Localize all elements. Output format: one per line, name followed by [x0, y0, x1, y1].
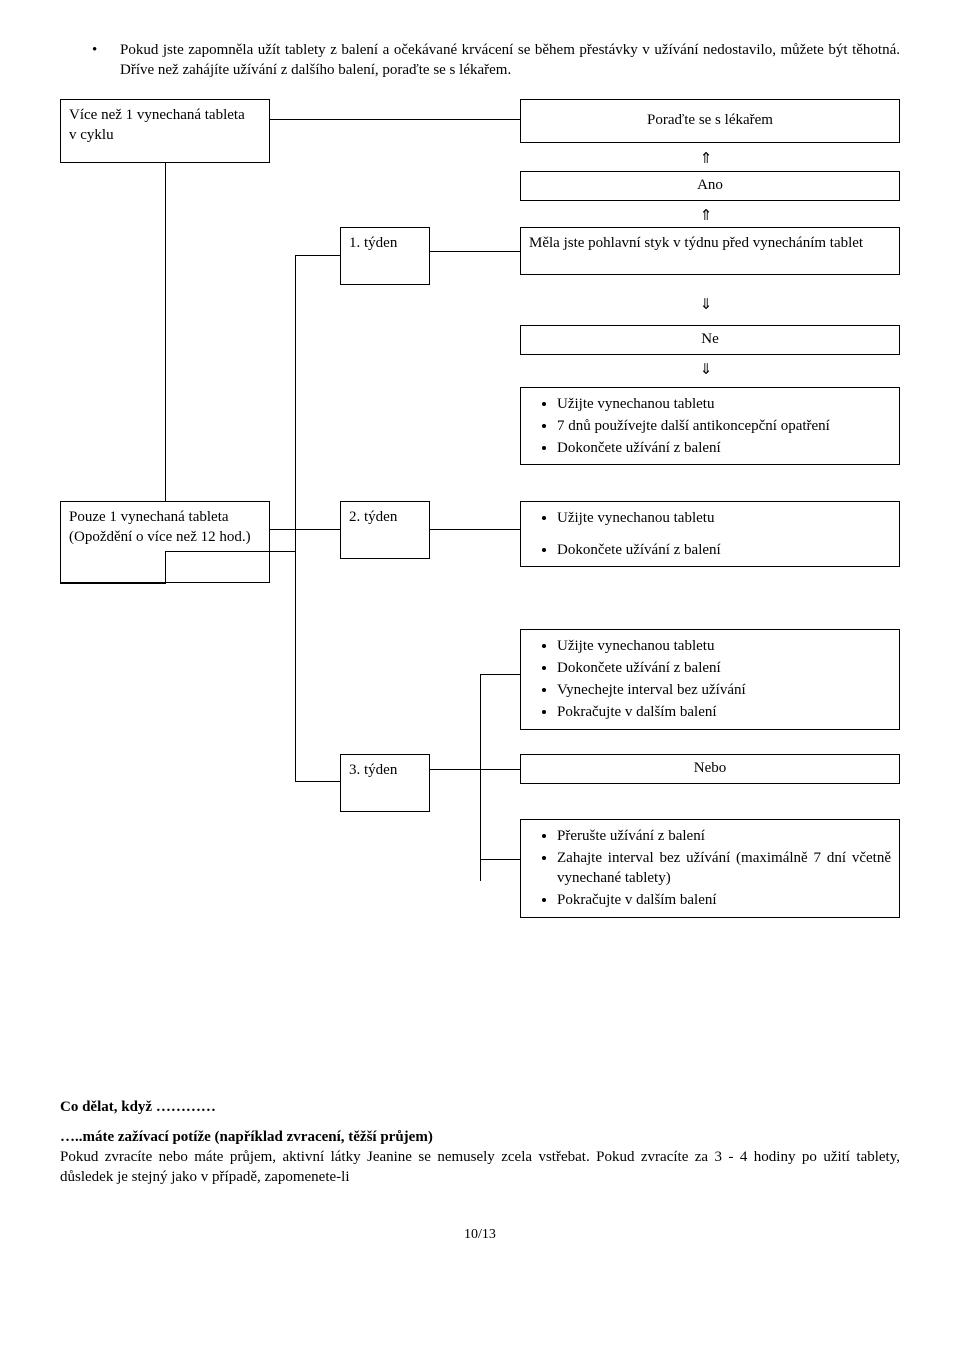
box-consult-text: Poraďte se s lékařem: [647, 110, 773, 130]
arrow-up-icon: ⇑: [696, 206, 716, 226]
box-question: Měla jste pohlavní styk v týdnu před vyn…: [520, 227, 900, 275]
list-item: Pokračujte v dalším balení: [557, 889, 891, 911]
list-item: Užijte vynechanou tabletu: [557, 507, 891, 529]
box-week2-text: 2. týden: [349, 509, 397, 525]
connector: [165, 163, 166, 551]
connector: [295, 781, 340, 782]
box-ne-text: Ne: [701, 329, 719, 349]
box-only-one-text: Pouze 1 vynechaná tableta (Opoždění o ví…: [69, 507, 261, 548]
box-week3-text: 3. týden: [349, 762, 397, 778]
box-week2-instructions: Užijte vynechanou tabletu Dokončete užív…: [520, 501, 900, 568]
bottom-heading: Co dělat, když …………: [60, 1097, 900, 1117]
list-item: Dokončete užívání z balení: [557, 437, 891, 459]
bottom-paragraph: Pokud zvracíte nebo máte průjem, aktivní…: [60, 1147, 900, 1188]
box-week3-instructions-a: Užijte vynechanou tabletu Dokončete užív…: [520, 629, 900, 730]
box-ne: Ne: [520, 325, 900, 355]
connector: [270, 529, 295, 530]
connector: [480, 674, 481, 881]
box-more-than-one-text: Více než 1 vynechaná tableta v cyklu: [69, 105, 261, 146]
box-nebo-text: Nebo: [694, 758, 727, 778]
list-item: Pokračujte v dalším balení: [557, 701, 891, 723]
box-week3-instructions-b: Přerušte užívání z balení Zahajte interv…: [520, 819, 900, 918]
bottom-subheading: …..máte zažívací potíže (například zvrac…: [60, 1129, 433, 1145]
list-item: Zahajte interval bez užívání (maximálně …: [557, 847, 891, 890]
arrow-down-icon: ⇓: [696, 295, 716, 315]
box-week3: 3. týden: [340, 754, 430, 812]
list-item: Dokončete užívání z balení: [557, 657, 891, 679]
connector: [430, 769, 480, 770]
connector: [165, 551, 166, 583]
connector: [60, 583, 166, 584]
connector: [270, 119, 520, 120]
flowchart: Více než 1 vynechaná tableta v cyklu Por…: [60, 99, 900, 1079]
connector: [295, 255, 340, 256]
connector: [480, 769, 520, 770]
box-more-than-one: Více než 1 vynechaná tableta v cyklu: [60, 99, 270, 163]
box-week1: 1. týden: [340, 227, 430, 285]
list-item: Užijte vynechanou tabletu: [557, 635, 891, 657]
box-ne-instructions: Užijte vynechanou tabletu 7 dnů používej…: [520, 387, 900, 466]
connector: [480, 859, 520, 860]
page-number: 10/13: [60, 1226, 900, 1245]
connector: [295, 529, 340, 530]
intro-text: Pokud jste zapomněla užít tablety z bale…: [120, 40, 900, 81]
list-item: Dokončete užívání z balení: [557, 539, 891, 561]
bottom-section: Co dělat, když ………… …..máte zažívací pot…: [60, 1097, 900, 1188]
list-item: Vynechejte interval bez užívání: [557, 679, 891, 701]
list-ne: Užijte vynechanou tabletu 7 dnů používej…: [529, 393, 891, 460]
box-week1-text: 1. týden: [349, 235, 397, 251]
list-item: Přerušte užívání z balení: [557, 825, 891, 847]
connector: [430, 529, 520, 530]
bullet-dot: •: [92, 40, 120, 81]
list-week3a: Užijte vynechanou tabletu Dokončete užív…: [529, 635, 891, 724]
list-week2: Užijte vynechanou tabletu Dokončete užív…: [529, 507, 891, 562]
connector: [430, 251, 520, 252]
connector: [295, 255, 296, 781]
box-week2: 2. týden: [340, 501, 430, 559]
list-item: Užijte vynechanou tabletu: [557, 393, 891, 415]
list-week3b: Přerušte užívání z balení Zahajte interv…: [529, 825, 891, 912]
box-ano: Ano: [520, 171, 900, 201]
intro-bullet: • Pokud jste zapomněla užít tablety z ba…: [60, 40, 900, 81]
list-item: 7 dnů používejte další antikoncepční opa…: [557, 415, 891, 437]
connector: [480, 674, 520, 675]
arrow-up-icon: ⇑: [696, 149, 716, 169]
arrow-down-icon: ⇓: [696, 360, 716, 380]
box-consult: Poraďte se s lékařem: [520, 99, 900, 143]
box-ano-text: Ano: [697, 175, 723, 195]
connector: [165, 551, 295, 552]
box-question-text: Měla jste pohlavní styk v týdnu před vyn…: [529, 235, 863, 251]
box-nebo: Nebo: [520, 754, 900, 784]
